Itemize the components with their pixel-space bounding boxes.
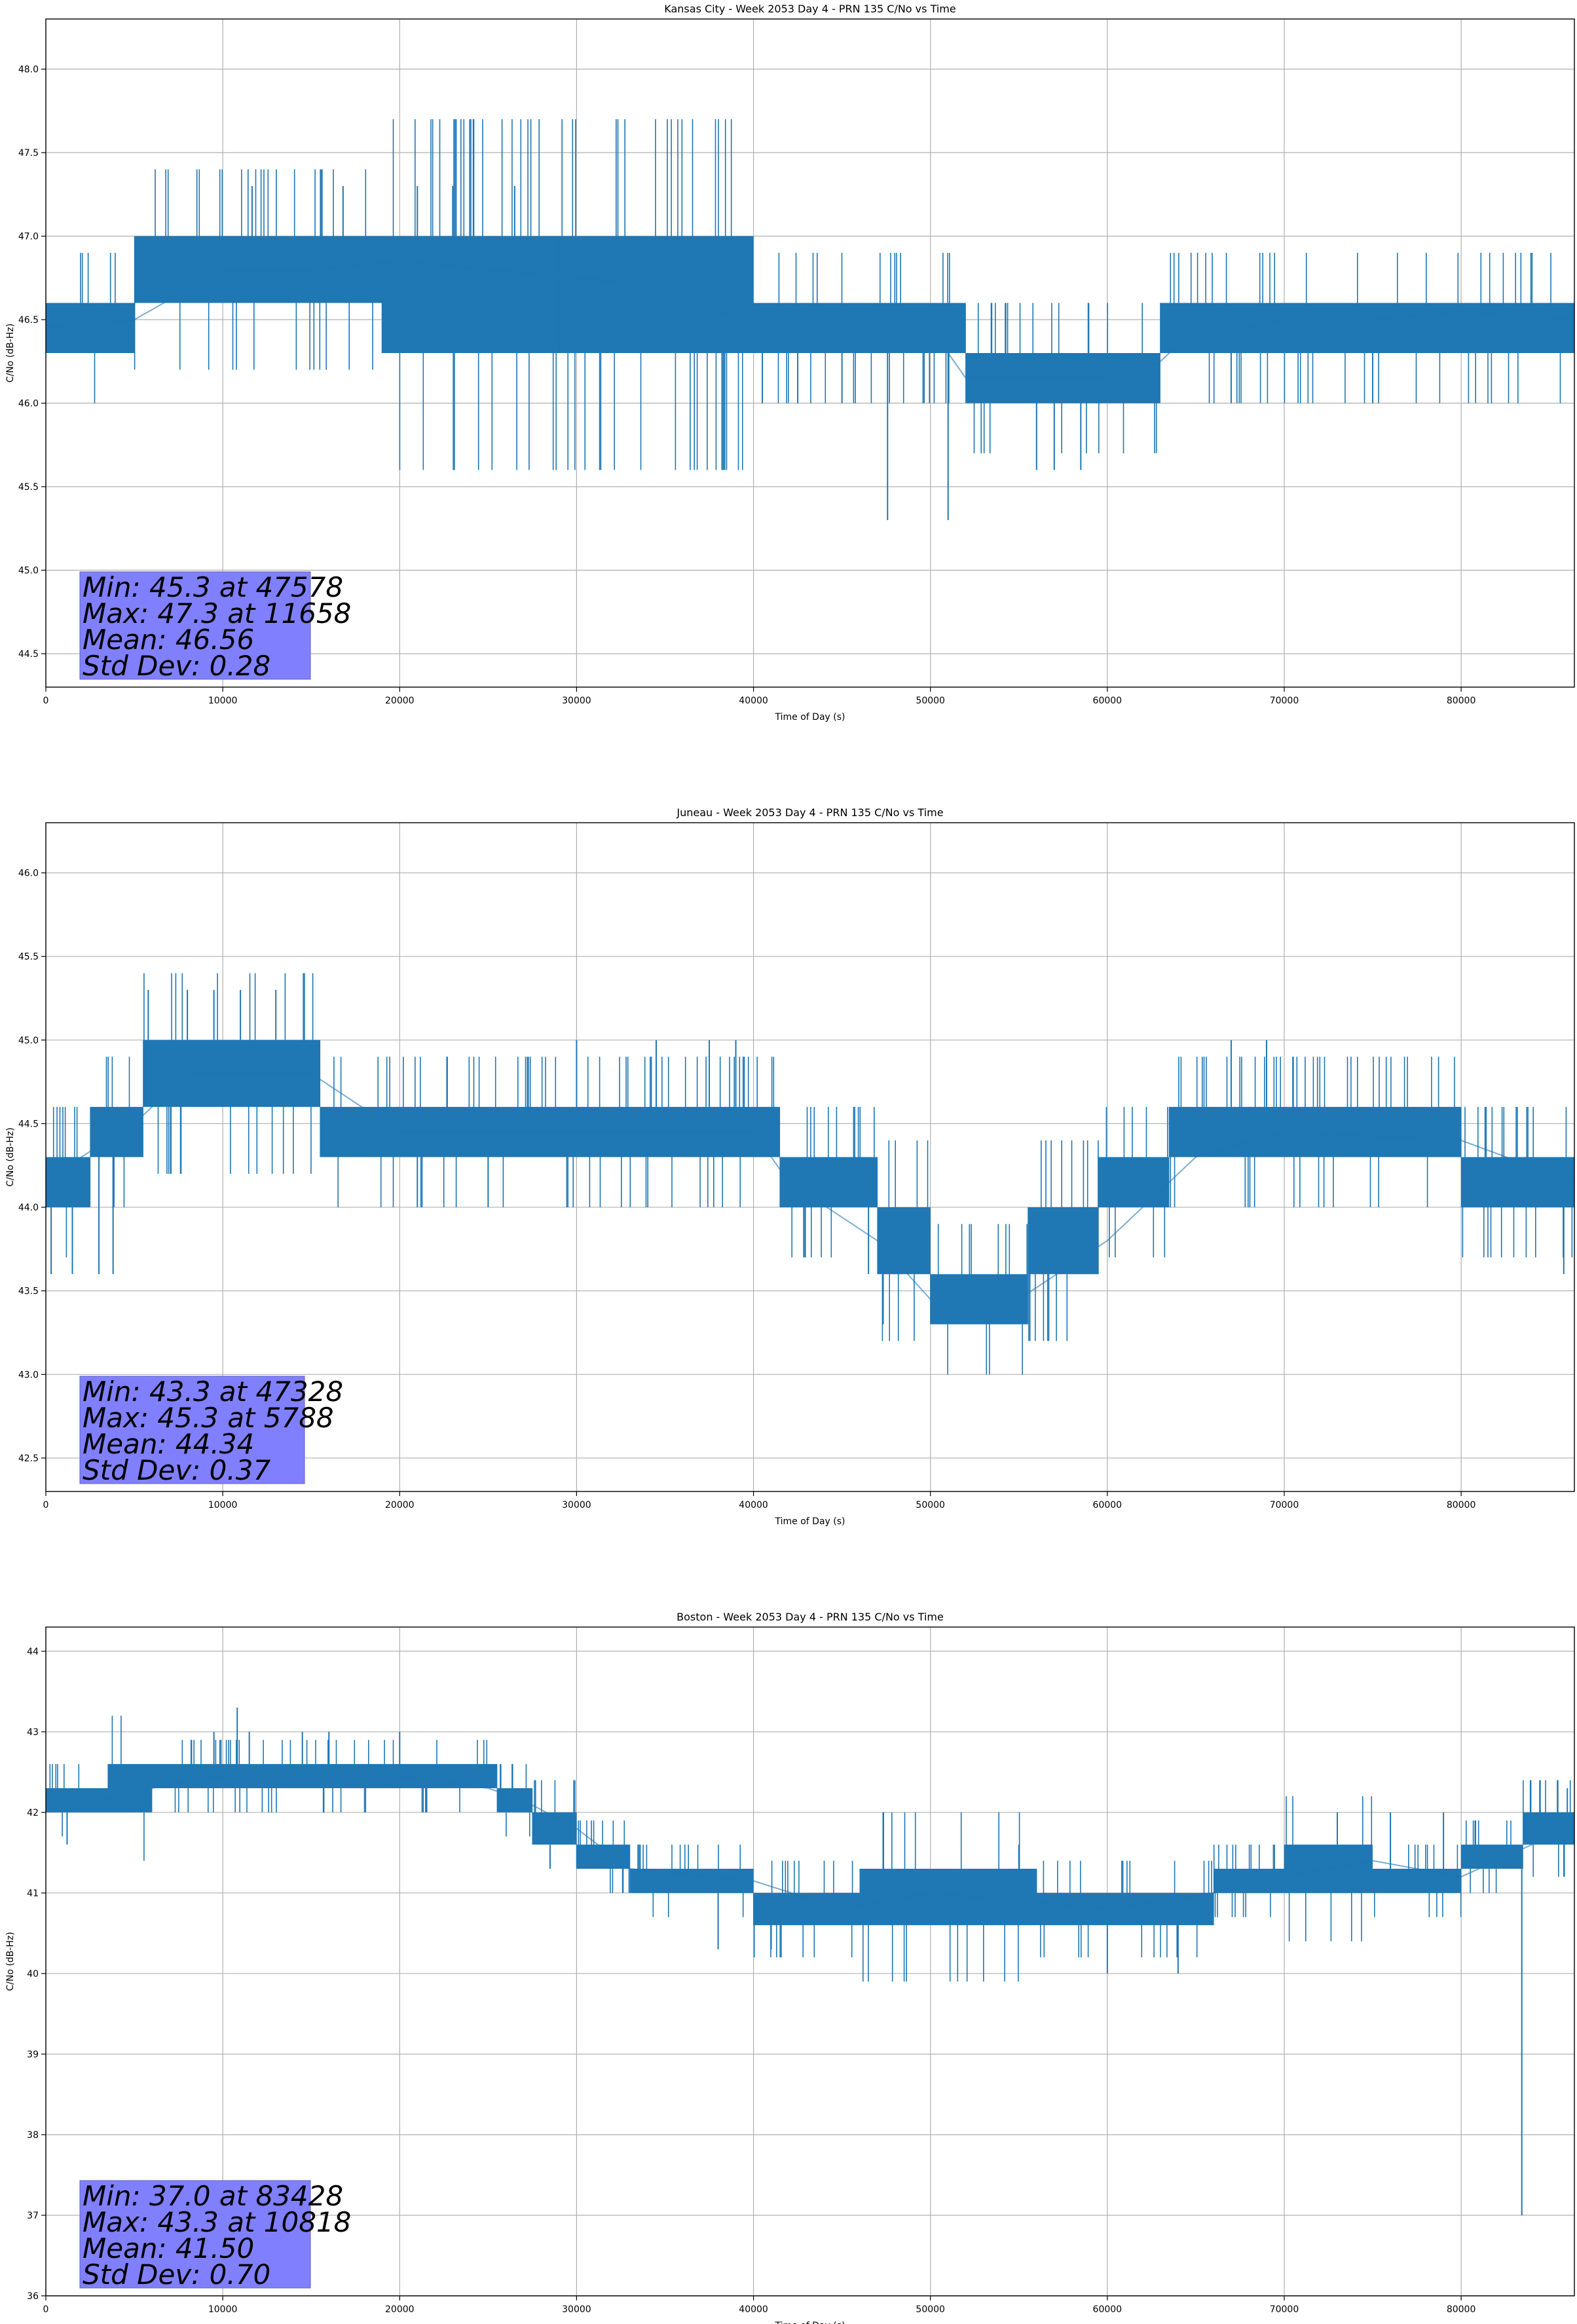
x-axis-label: Time of Day (s): [775, 2321, 845, 2324]
x-tick-label: 20000: [385, 696, 415, 706]
y-tick-label: 44: [27, 1647, 39, 1657]
stats-line: Min: 37.0 at 83428: [83, 2180, 343, 2212]
x-tick-label: 0: [43, 2304, 49, 2315]
x-tick-label: 80000: [1447, 2304, 1476, 2315]
x-tick-label: 30000: [562, 1500, 591, 1510]
data-series: [46, 119, 1574, 520]
x-tick-label: 60000: [1093, 2304, 1122, 2315]
x-tick-label: 0: [43, 1500, 49, 1510]
x-tick-label: 60000: [1093, 696, 1122, 706]
x-tick-label: 40000: [739, 696, 768, 706]
stats-box: [79, 2180, 311, 2289]
y-tick-label: 39: [27, 2050, 39, 2060]
y-tick-label: 42.5: [18, 1453, 39, 1464]
stats-line: Mean: 44.34: [83, 1428, 254, 1460]
x-tick-label: 80000: [1447, 696, 1476, 706]
y-tick-label: 37: [27, 2211, 39, 2221]
x-tick-label: 20000: [385, 2304, 415, 2315]
plot-frame: [45, 1626, 1575, 2296]
x-tick-label: 80000: [1447, 1500, 1476, 1510]
x-tick-label: 50000: [916, 1500, 945, 1510]
x-tick-label: 60000: [1093, 1500, 1122, 1510]
x-tick-label: 70000: [1270, 2304, 1299, 2315]
y-tick-label: 40: [27, 1969, 39, 1979]
y-tick-label: 43.0: [18, 1370, 39, 1380]
y-tick-label: 44.5: [18, 1119, 39, 1129]
x-tick-label: 30000: [562, 2304, 591, 2315]
y-tick-label: 38: [27, 2130, 39, 2141]
cno-trend-line: [46, 1072, 1574, 1300]
stats-box: [79, 1376, 305, 1484]
x-tick-label: 0: [43, 696, 49, 706]
y-axis-label: C/No (dB-Hz): [5, 324, 16, 383]
y-tick-label: 36: [27, 2291, 39, 2302]
x-tick-label: 40000: [739, 2304, 768, 2315]
y-tick-label: 43: [27, 1727, 39, 1738]
stats-line: Max: 45.3 at 5788: [83, 1402, 334, 1434]
data-series: [46, 1708, 1574, 2215]
x-tick-label: 10000: [208, 696, 238, 706]
y-tick-label: 46.0: [18, 399, 39, 409]
x-axis-label: Time of Day (s): [775, 712, 845, 722]
y-tick-label: 48.0: [18, 65, 39, 75]
plot-frame: [45, 822, 1575, 1492]
stats-line: Mean: 41.50: [83, 2232, 254, 2264]
stats-line: Min: 45.3 at 47578: [83, 571, 343, 603]
y-tick-label: 41: [27, 1888, 39, 1899]
stats-line: Min: 43.3 at 47328: [83, 1376, 343, 1408]
y-tick-label: 45.0: [18, 566, 39, 576]
chart-panel-2: 0 10000 20000 30000 40000 50000 60000 70000 8000…: [5, 806, 1575, 1527]
chart-panel-1: 0 10000 20000 30000 40000 50000 60000 70000 8000…: [5, 3, 1575, 722]
y-tick-label: 45.5: [18, 952, 39, 962]
stats-line: Mean: 46.56: [83, 624, 254, 656]
chart-title: Kansas City - Week 2053 Day 4 - PRN 135 …: [664, 3, 955, 15]
x-tick-label: 10000: [208, 1500, 238, 1510]
y-tick-label: 47.5: [18, 148, 39, 159]
y-tick-label: 46.0: [18, 869, 39, 879]
data-series: [46, 973, 1574, 1375]
y-tick-label: 45.0: [18, 1036, 39, 1046]
cno-band: [46, 1715, 1574, 1982]
cno-trend-line: [46, 1775, 1574, 1910]
stats-box: [79, 571, 311, 680]
cno-trend-line: [46, 260, 1574, 379]
y-tick-label: 46.5: [18, 315, 39, 326]
y-tick-label: 44.5: [18, 649, 39, 660]
x-tick-label: 50000: [916, 696, 945, 706]
y-axis-label: C/No (dB-Hz): [5, 1127, 16, 1186]
y-tick-label: 42: [27, 1808, 39, 1818]
x-tick-label: 70000: [1270, 696, 1299, 706]
x-tick-label: 40000: [739, 1500, 768, 1510]
chart-title: Boston - Week 2053 Day 4 - PRN 135 C/No …: [677, 1611, 944, 1623]
x-tick-label: 30000: [562, 696, 591, 706]
stats-line: Std Dev: 0.70: [83, 2258, 270, 2291]
stats-line: Std Dev: 0.37: [83, 1454, 270, 1486]
x-tick-label: 10000: [208, 2304, 238, 2315]
chart-panel-3: 0 10000 20000 30000 40000 50000 60000 70000 8000…: [5, 1611, 1575, 2324]
stats-line: Std Dev: 0.28: [83, 650, 270, 682]
y-axis-label: C/No (dB-Hz): [5, 1932, 16, 1991]
x-tick-label: 70000: [1270, 1500, 1299, 1510]
chart-title: Juneau - Week 2053 Day 4 - PRN 135 C/No …: [676, 806, 943, 819]
y-tick-label: 47.0: [18, 232, 39, 242]
y-tick-label: 45.5: [18, 482, 39, 493]
x-tick-label: 50000: [916, 2304, 945, 2315]
stats-line: Max: 43.3 at 10818: [83, 2206, 351, 2238]
plot-frame: [45, 18, 1575, 688]
y-tick-label: 43.5: [18, 1286, 39, 1297]
y-tick-label: 44.0: [18, 1203, 39, 1213]
x-tick-label: 20000: [385, 1500, 415, 1510]
stats-line: Max: 47.3 at 11658: [83, 597, 351, 629]
x-axis-label: Time of Day (s): [775, 1516, 845, 1527]
